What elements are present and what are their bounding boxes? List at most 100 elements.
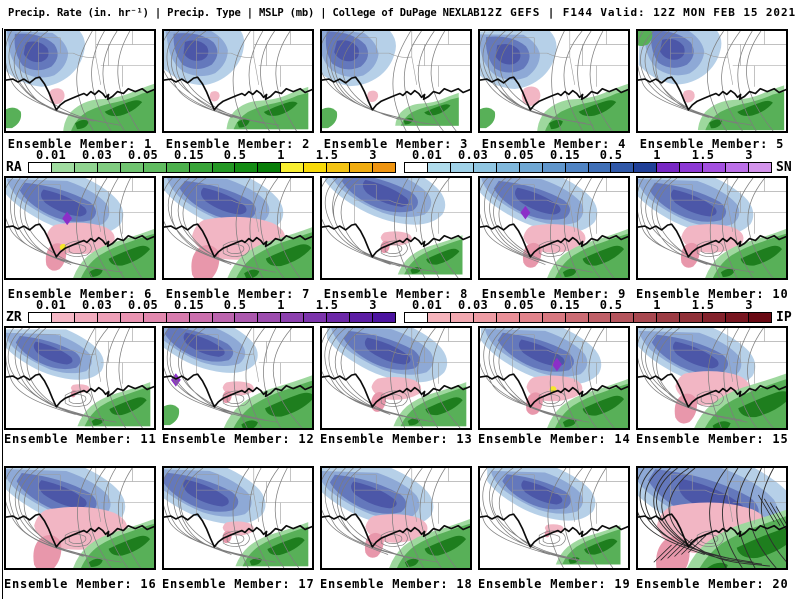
colorbar-tick-ip: 0.5: [599, 298, 623, 312]
panel-label-member-6: Ensemble Member: 6: [7, 287, 153, 301]
colorbar-tick-zr: 0.05: [127, 298, 159, 312]
colorbar-segment: [496, 313, 520, 322]
colorbar-row-2: ZR 0.01 0.03 0.05 0.15 0.5 1 1.5 3 IP 0.01 0.03 0.05…: [0, 298, 800, 325]
panel-label-member-19: Ensemble Member: 19: [478, 577, 631, 591]
colorbar-segment: [327, 313, 351, 322]
colorbar-segment: [258, 313, 282, 322]
panel-label-member-9: Ensemble Member: 9: [481, 287, 627, 301]
colorbar-sn: [404, 162, 772, 173]
colorbar-segment: [542, 313, 566, 322]
panel-label-member-3: Ensemble Member: 3: [323, 137, 469, 151]
colorbar-label-sn: SN: [776, 160, 792, 175]
panel-label-member-20: Ensemble Member: 20: [636, 577, 789, 591]
colorbar-segment: [542, 163, 566, 172]
title-products: Precip. Rate (in. hr⁻¹) | Precip. Type |…: [8, 7, 480, 19]
colorbar-segment: [97, 163, 121, 172]
map-panel-member-2: [162, 29, 314, 133]
colorbar-segment: [450, 313, 474, 322]
colorbar-segment: [166, 313, 190, 322]
map-panel-member-4: [478, 29, 630, 133]
panel-label-member-11: Ensemble Member: 11: [4, 432, 157, 446]
panel-label-member-16: Ensemble Member: 16: [4, 577, 157, 591]
colorbar-segment: [212, 163, 236, 172]
colorbar-segment: [235, 163, 259, 172]
panel-label-member-15: Ensemble Member: 15: [636, 432, 789, 446]
map-panel-member-18: [320, 466, 472, 570]
colorbar-segment: [51, 163, 75, 172]
colorbar-tick-zr: 1.5: [315, 298, 339, 312]
panel-label-member-13: Ensemble Member: 13: [320, 432, 473, 446]
colorbar-tick-ip: 0.01: [411, 298, 443, 312]
colorbar-tick-ip: 3: [745, 298, 753, 312]
colorbar-tick-sn: 0.01: [411, 148, 443, 162]
colorbar-tick-sn: 0.03: [457, 148, 489, 162]
colorbar-segment: [611, 313, 635, 322]
map-panel-member-8: [320, 176, 472, 280]
colorbar-tick-sn: 0.5: [599, 148, 623, 162]
colorbar-segment: [680, 313, 704, 322]
colorbar-segment: [373, 163, 395, 172]
panel-label-member-7: Ensemble Member: 7: [165, 287, 311, 301]
colorbar-segment: [212, 313, 236, 322]
colorbar-tick-zr: 0.01: [35, 298, 67, 312]
colorbar-tick-ra: 0.05: [127, 148, 159, 162]
colorbar-segment: [565, 313, 589, 322]
colorbar-segment: [327, 163, 351, 172]
colorbar-tick-ra: 3: [369, 148, 377, 162]
map-panel-member-15: [636, 326, 788, 430]
panel-label-member-1: Ensemble Member: 1: [7, 137, 153, 151]
panel-label-member-8: Ensemble Member: 8: [323, 287, 469, 301]
colorbar-segment: [235, 313, 259, 322]
map-panel-member-6: [4, 176, 156, 280]
colorbar-tick-ra: 0.03: [81, 148, 113, 162]
colorbar-segment: [74, 163, 98, 172]
colorbar-segment: [405, 313, 428, 322]
colorbar-label-ra: RA: [6, 160, 22, 175]
colorbar-segment: [304, 163, 328, 172]
map-panel-member-12: [162, 326, 314, 430]
colorbar-segment: [304, 313, 328, 322]
colorbar-tick-zr: 3: [369, 298, 377, 312]
colorbar-tick-sn: 0.15: [549, 148, 581, 162]
map-panel-member-19: [478, 466, 630, 570]
colorbar-segment: [565, 163, 589, 172]
colorbar-segment: [588, 313, 612, 322]
left-edge-rule: [2, 28, 3, 599]
panel-label-member-2: Ensemble Member: 2: [165, 137, 311, 151]
colorbar-segment: [634, 313, 658, 322]
colorbar-segment: [281, 313, 305, 322]
colorbar-tick-ip: 1: [653, 298, 661, 312]
colorbar-segment: [450, 163, 474, 172]
map-panel-member-10: [636, 176, 788, 280]
colorbar-segment: [519, 163, 543, 172]
colorbar-segment: [281, 163, 305, 172]
colorbar-label-zr: ZR: [6, 310, 22, 325]
colorbar-tick-sn: 1.5: [691, 148, 715, 162]
colorbar-segment: [519, 313, 543, 322]
colorbar-segment: [143, 313, 167, 322]
colorbar-segment: [680, 163, 704, 172]
panel-label-member-5: Ensemble Member: 5: [639, 137, 785, 151]
colorbar-segment: [166, 163, 190, 172]
colorbar-tick-sn: 3: [745, 148, 753, 162]
colorbar-segment: [634, 163, 658, 172]
colorbar-segment: [373, 313, 395, 322]
panel-label-member-18: Ensemble Member: 18: [320, 577, 473, 591]
colorbar-segment: [726, 313, 750, 322]
colorbar-segment: [657, 163, 681, 172]
colorbar-segment: [611, 163, 635, 172]
map-panel-member-17: [162, 466, 314, 570]
colorbar-segment: [496, 163, 520, 172]
colorbar-tick-ra: 0.15: [173, 148, 205, 162]
panel-label-member-10: Ensemble Member: 10: [636, 287, 789, 301]
colorbar-segment: [51, 313, 75, 322]
colorbar-segment: [189, 163, 213, 172]
colorbar-segment: [749, 313, 771, 322]
colorbar-segment: [120, 313, 144, 322]
colorbar-tick-ra: 1: [277, 148, 285, 162]
colorbar-label-ip: IP: [776, 310, 792, 325]
colorbar-segment: [258, 163, 282, 172]
map-panel-member-1: [4, 29, 156, 133]
map-panel-member-16: [4, 466, 156, 570]
colorbar-tick-zr: 1: [277, 298, 285, 312]
